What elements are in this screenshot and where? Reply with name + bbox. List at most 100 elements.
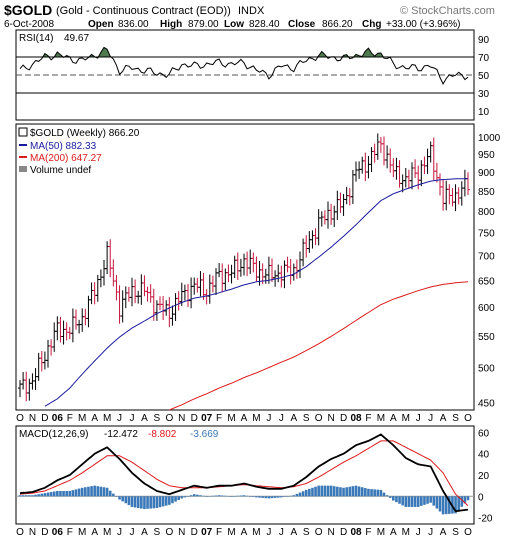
macd-histogram-bar bbox=[441, 496, 445, 515]
macd-histogram-bar bbox=[407, 496, 411, 507]
macd-histogram-bar bbox=[34, 494, 37, 497]
macd-label: MACD(12,26,9) bbox=[19, 429, 88, 440]
macd-axis-label: F bbox=[216, 527, 222, 538]
macd-histogram-bar bbox=[180, 496, 184, 499]
price-axis-label: J bbox=[117, 413, 122, 424]
macd-axis-label: A bbox=[91, 527, 98, 538]
macd-axis-label: S bbox=[154, 527, 161, 538]
price-axis-label: A bbox=[390, 413, 397, 424]
macd-histogram-bar bbox=[49, 492, 53, 497]
macd-histogram-bar bbox=[345, 487, 348, 497]
macd-axis-label: A bbox=[241, 527, 248, 538]
macd-histogram-bar bbox=[404, 496, 408, 507]
price-axis-label: J bbox=[279, 413, 284, 424]
macd-panel bbox=[15, 425, 475, 525]
macd-histogram-bar bbox=[121, 496, 124, 502]
low-label: Low bbox=[224, 19, 244, 30]
macd-axis-label: S bbox=[452, 527, 459, 538]
macd-histogram-bar bbox=[463, 496, 467, 504]
macd-histogram-bar bbox=[74, 489, 78, 497]
price-axis-label: A bbox=[290, 413, 297, 424]
macd-axis-label: F bbox=[365, 527, 371, 538]
macd-histogram-bar bbox=[317, 485, 320, 497]
macd-axis-label: N bbox=[327, 527, 334, 538]
macd-histogram-bar bbox=[18, 495, 22, 497]
rsi-tick-label: 50 bbox=[478, 71, 490, 82]
price-axis-label: O bbox=[464, 413, 472, 424]
macd-axis-label: M bbox=[103, 527, 111, 538]
macd-histogram-bar bbox=[37, 494, 40, 497]
price-panel bbox=[15, 123, 475, 411]
macd-axis-label: J bbox=[279, 527, 284, 538]
chg-value: +33.00 (+3.96%) bbox=[386, 19, 461, 30]
symbol-title: $GOLD bbox=[4, 2, 52, 18]
macd-histogram-bar bbox=[217, 495, 221, 497]
price-axis-label: D bbox=[41, 413, 48, 424]
macd-histogram-bar bbox=[214, 495, 218, 497]
macd-axis-label: J bbox=[130, 527, 135, 538]
price-tick-label: 950 bbox=[478, 150, 495, 161]
macd-histogram-bar bbox=[164, 496, 168, 506]
macd-tick-label: 60 bbox=[478, 428, 490, 439]
exchange-label: INDX bbox=[238, 5, 265, 17]
price-tick-label: 900 bbox=[478, 168, 495, 179]
legend-ma200: MA(200) 647.27 bbox=[30, 153, 102, 164]
macd-histogram-bar bbox=[52, 491, 56, 497]
rsi-value: 49.67 bbox=[64, 33, 89, 44]
macd-histogram-bar bbox=[21, 495, 25, 497]
high-label: High bbox=[160, 19, 182, 30]
macd-histogram-bar bbox=[258, 496, 261, 498]
macd-histogram-bar bbox=[59, 490, 62, 497]
macd-histogram-bar bbox=[96, 486, 100, 497]
macd-histogram-bar bbox=[230, 496, 233, 497]
close-value: 866.20 bbox=[322, 19, 353, 30]
macd-histogram-bar bbox=[40, 493, 44, 497]
macd-histogram-bar bbox=[432, 496, 436, 506]
macd-axis-label: M bbox=[377, 527, 385, 538]
rsi-label: RSI(14) bbox=[19, 33, 53, 44]
macd-histogram-bar bbox=[196, 494, 199, 497]
macd-histogram-bar bbox=[161, 496, 165, 507]
price-tick-label: 1000 bbox=[478, 133, 501, 144]
macd-histogram-bar bbox=[320, 485, 324, 497]
macd-histogram-bar bbox=[202, 495, 205, 497]
high-value: 879.00 bbox=[188, 19, 219, 30]
macd-histogram-bar bbox=[87, 486, 90, 497]
price-axis-label: J bbox=[130, 413, 135, 424]
macd-histogram-bar bbox=[93, 485, 96, 497]
macd-histogram-bar bbox=[227, 496, 230, 497]
macd-histogram-bar bbox=[466, 496, 470, 501]
price-tick-label: 500 bbox=[478, 363, 495, 374]
macd-histogram-bar bbox=[84, 487, 87, 497]
macd-tick-label: 40 bbox=[478, 450, 490, 461]
macd-histogram-bar bbox=[233, 496, 236, 497]
ma200-line bbox=[169, 281, 469, 411]
macd-histogram-bar bbox=[410, 496, 414, 507]
macd-histogram-bar bbox=[28, 495, 31, 497]
legend-swatch-volume bbox=[19, 166, 27, 172]
macd-axis-label: J bbox=[266, 527, 271, 538]
macd-histogram-bar bbox=[65, 490, 68, 497]
macd-histogram-bar bbox=[267, 496, 271, 499]
price-axis-label: M bbox=[227, 413, 235, 424]
macd-histogram-bar bbox=[112, 493, 115, 497]
macd-histogram-bar bbox=[149, 496, 152, 509]
macd-hist-value: -3.669 bbox=[190, 429, 219, 440]
macd-axis-label: M bbox=[252, 527, 260, 538]
macd-histogram-bar bbox=[336, 486, 339, 497]
price-axis-label: N bbox=[178, 413, 185, 424]
macd-histogram-bar bbox=[367, 488, 370, 497]
macd-histogram-bar bbox=[205, 496, 208, 497]
macd-histogram-bar bbox=[236, 495, 240, 497]
open-label: Open bbox=[88, 19, 114, 30]
price-axis-label: S bbox=[154, 413, 161, 424]
price-tick-label: 750 bbox=[478, 229, 495, 240]
price-axis-label: O bbox=[16, 413, 24, 424]
x-axis-labels: O N D 06 F M A M J J A S O N D 07 F M A M J J A S O N D 08 F M A M J J A S O… bbox=[16, 413, 472, 538]
price-tick-label: 650 bbox=[478, 276, 495, 287]
macd-axis-label: N bbox=[178, 527, 185, 538]
macd-histogram-bar bbox=[280, 496, 283, 498]
macd-histogram-bar bbox=[90, 486, 93, 497]
macd-axis-label: F bbox=[67, 527, 73, 538]
